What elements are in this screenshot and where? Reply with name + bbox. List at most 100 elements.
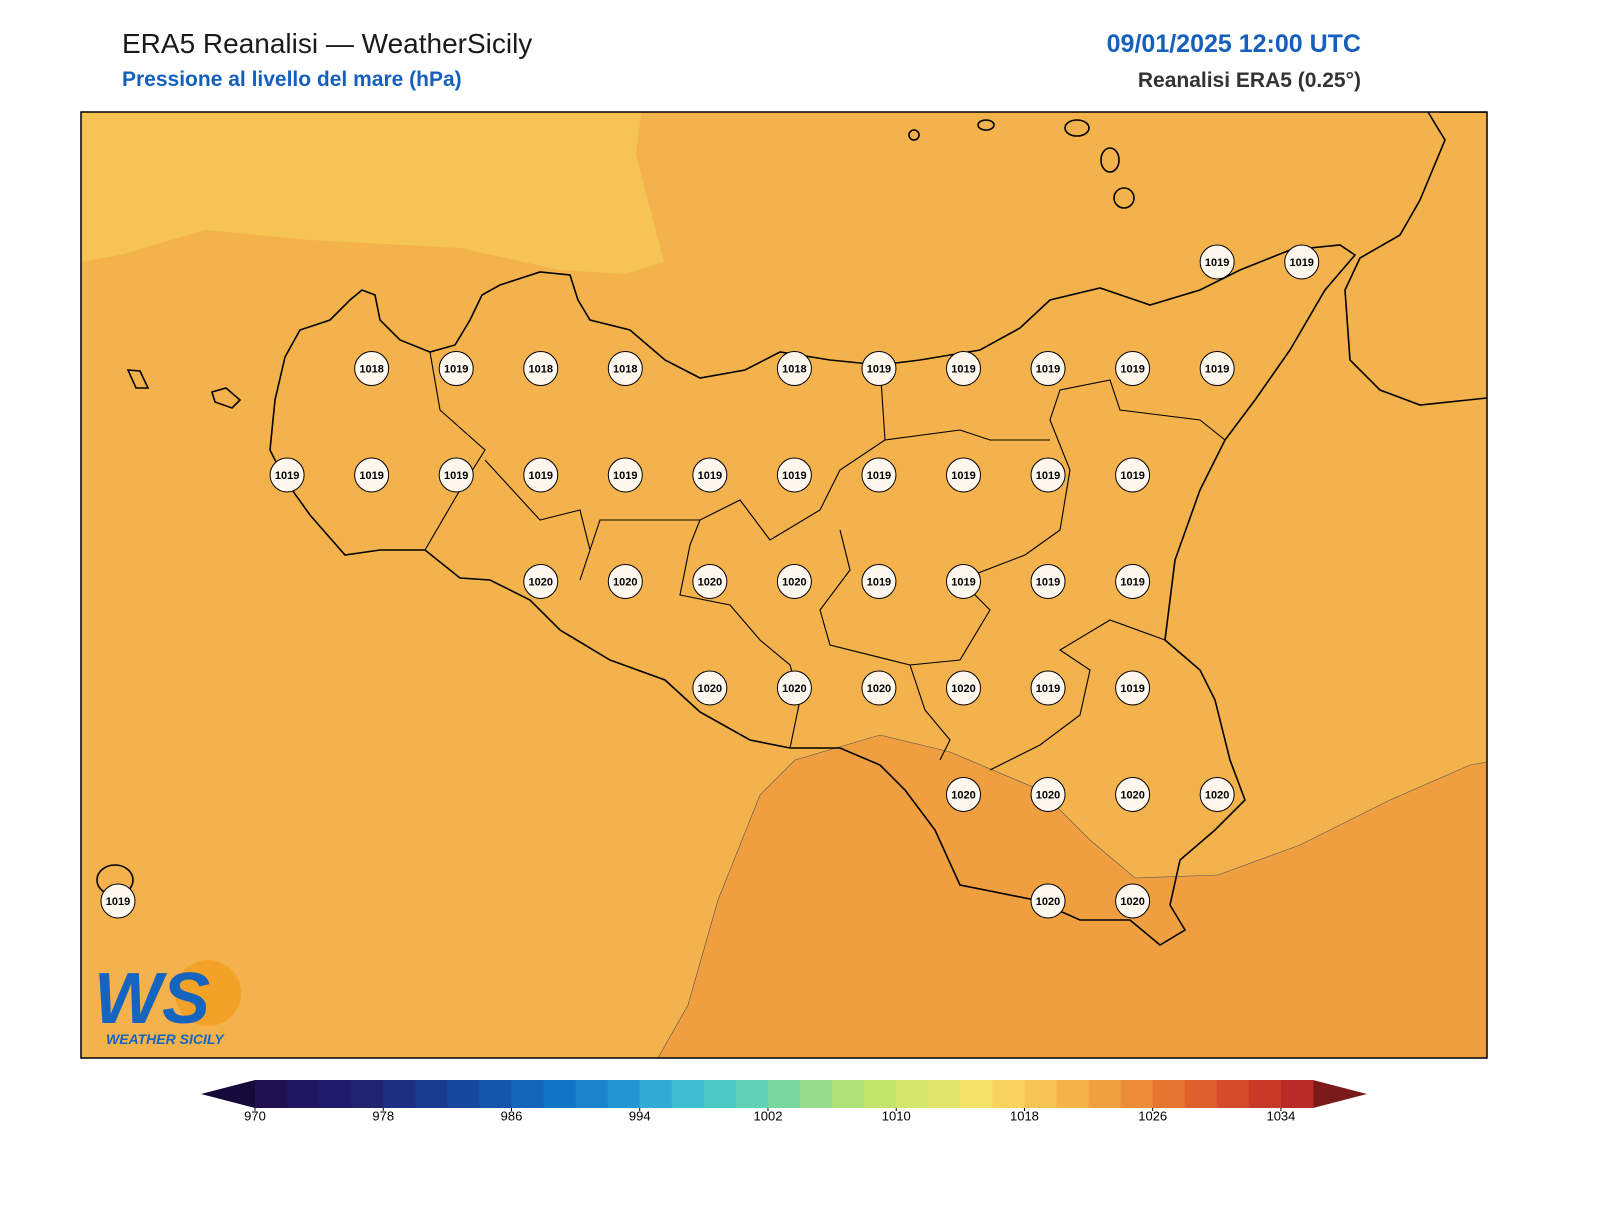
station-marker [692,670,728,706]
station-marker [1115,883,1151,919]
coastline [96,112,1487,946]
station-value: 1019 [1205,257,1229,269]
station-value: 1019 [1120,576,1144,588]
station-marker [776,670,812,706]
colorbar-segment [575,1080,609,1108]
station-marker [1199,351,1235,386]
colorbar-segment [447,1080,480,1108]
colorbar-segment [928,1080,961,1108]
station-value: 1019 [1205,363,1229,375]
stations: 1019 1019 1018 1019 1018 1018 1018 1019 1019 1019… [100,244,1320,919]
station-value: 1019 [1120,363,1144,375]
station-marker [1115,457,1151,493]
colorbar-segment [767,1080,801,1108]
station-value: 1020 [698,683,722,695]
colorbar-extend-low [201,1080,255,1108]
station-marker [354,351,390,386]
station-marker [1030,777,1066,812]
colorbar-tick-label: 1010 [882,1109,911,1124]
station-marker [861,670,897,706]
colorbar-segment [1056,1080,1090,1108]
colorbar-tick-label: 1034 [1266,1109,1295,1124]
colorbar-segment [1024,1080,1058,1108]
station-value: 1019 [444,363,468,375]
station-marker [523,564,559,599]
station-value: 1020 [951,683,975,695]
colorbar-segment [351,1080,384,1108]
station-marker [1115,564,1151,599]
colorbar-segment [1216,1080,1250,1108]
station-marker [946,564,981,599]
logo-sun [175,960,241,1026]
station-value: 1020 [782,576,806,588]
station-marker [946,670,981,706]
station-marker [946,777,981,812]
station-marker [946,351,981,386]
station-marker [1284,244,1320,280]
station-value: 1020 [867,683,891,695]
colorbar-segment [287,1080,320,1108]
colorbar-segment [832,1080,865,1108]
station-value: 1019 [698,470,722,482]
colorbar-tick-label: 978 [372,1109,394,1124]
station-value: 1019 [867,576,891,588]
station-marker [1030,351,1066,386]
station-value: 1020 [613,576,637,588]
station-value: 1020 [1120,896,1144,908]
colorbar-segment [960,1080,993,1108]
station-value: 1020 [1036,789,1060,801]
station-marker [776,564,812,599]
colorbar-segment [511,1080,545,1108]
colorbar-tick-label: 1026 [1138,1109,1167,1124]
station-value: 1019 [106,896,130,908]
station-marker [607,351,643,386]
station-value: 1019 [867,363,891,375]
station-marker [861,457,897,493]
station-value: 1019 [1036,683,1060,695]
station-marker [692,457,728,493]
colorbar-segment [543,1080,577,1108]
station-marker [523,457,559,493]
station-value: 1019 [1036,470,1060,482]
colorbar-segment [992,1080,1025,1108]
colorbar-segment [479,1080,512,1108]
station-value: 1019 [359,470,383,482]
station-value: 1020 [1036,896,1060,908]
station-marker [946,457,981,493]
station-value: 1019 [529,470,553,482]
station-value: 1020 [1205,789,1229,801]
station-marker [607,457,643,493]
colorbar-tick-label: 994 [629,1109,651,1124]
colorbar-segment [1120,1080,1154,1108]
station-marker [354,457,390,493]
datetime: 09/01/2025 12:00 UTC [1107,30,1361,58]
station-value: 1020 [782,683,806,695]
station-value: 1018 [529,363,553,375]
station-value: 1019 [951,363,975,375]
station-marker [1115,670,1151,706]
station-value: 1020 [529,576,553,588]
station-marker [438,457,474,493]
station-marker [269,457,305,493]
station-marker [438,351,474,386]
colorbar-segment [255,1080,288,1108]
colorbar-segment [383,1080,416,1108]
colorbar-segment [639,1080,673,1108]
station-value: 1019 [1289,257,1313,269]
station-value: 1018 [782,363,806,375]
station-value: 1018 [359,363,383,375]
colorbar-segment [864,1080,897,1108]
station-value: 1019 [1036,363,1060,375]
station-value: 1019 [1036,576,1060,588]
station-value: 1019 [275,470,299,482]
colorbar-tick-label: 970 [244,1109,266,1124]
station-value: 1018 [613,363,637,375]
colorbar-segment [415,1080,448,1108]
station-marker [1199,777,1235,812]
colorbar-tick-label: 1002 [754,1109,783,1124]
colorbar-segment [319,1080,352,1108]
colorbar-segment [1184,1080,1218,1108]
map [81,112,1487,1058]
station-marker [1199,244,1235,280]
station-marker [1115,777,1151,812]
